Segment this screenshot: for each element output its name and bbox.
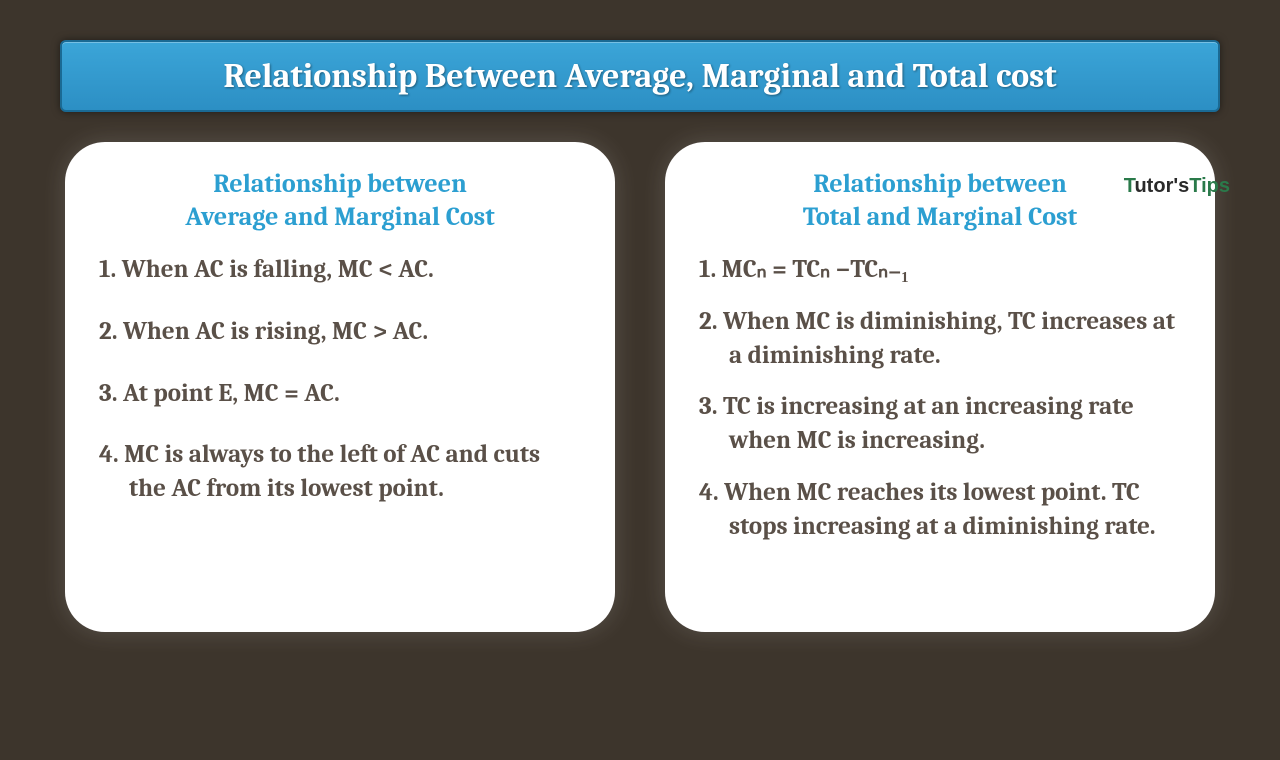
right-heading-line1: Relationship between [813,169,1067,199]
list-item: When AC is falling, MC < AC. [99,253,581,287]
list-item: When MC reaches its lowest point. TC sto… [699,476,1181,544]
logo-part-1: T [1124,175,1135,197]
logo-part-2: utor's [1134,175,1189,197]
logo-part-3: Tips [1189,175,1230,197]
list-item: When AC is rising, MC > AC. [99,315,581,349]
right-heading-line2: Total and Marginal Cost [803,202,1077,232]
right-card-title: Relationship between Total and Marginal … [699,168,1181,233]
cards-row: Relationship between Average and Margina… [0,112,1280,632]
left-card-title: Relationship between Average and Margina… [99,168,581,233]
list-item: TC is increasing at an increasing rate w… [699,390,1181,458]
left-list: When AC is falling, MC < AC. When AC is … [99,253,581,506]
brand-logo: Tutor'sTips [1124,175,1230,198]
list-item: When MC is diminishing, TC increases at … [699,305,1181,373]
list-item: At point E, MC = AC. [99,377,581,411]
list-item: MCₙ = TCₙ −TCₙ₋₁ [699,253,1181,287]
list-item: MC is always to the left of AC and cuts … [99,438,581,506]
left-heading-line2: Average and Marginal Cost [185,202,494,232]
right-list: MCₙ = TCₙ −TCₙ₋₁ When MC is diminishing,… [699,253,1181,543]
right-card: Relationship between Total and Marginal … [665,142,1215,632]
left-heading-line1: Relationship between [213,169,467,199]
page-title: Relationship Between Average, Marginal a… [82,56,1198,96]
left-card: Relationship between Average and Margina… [65,142,615,632]
title-bar: Relationship Between Average, Marginal a… [60,40,1220,112]
